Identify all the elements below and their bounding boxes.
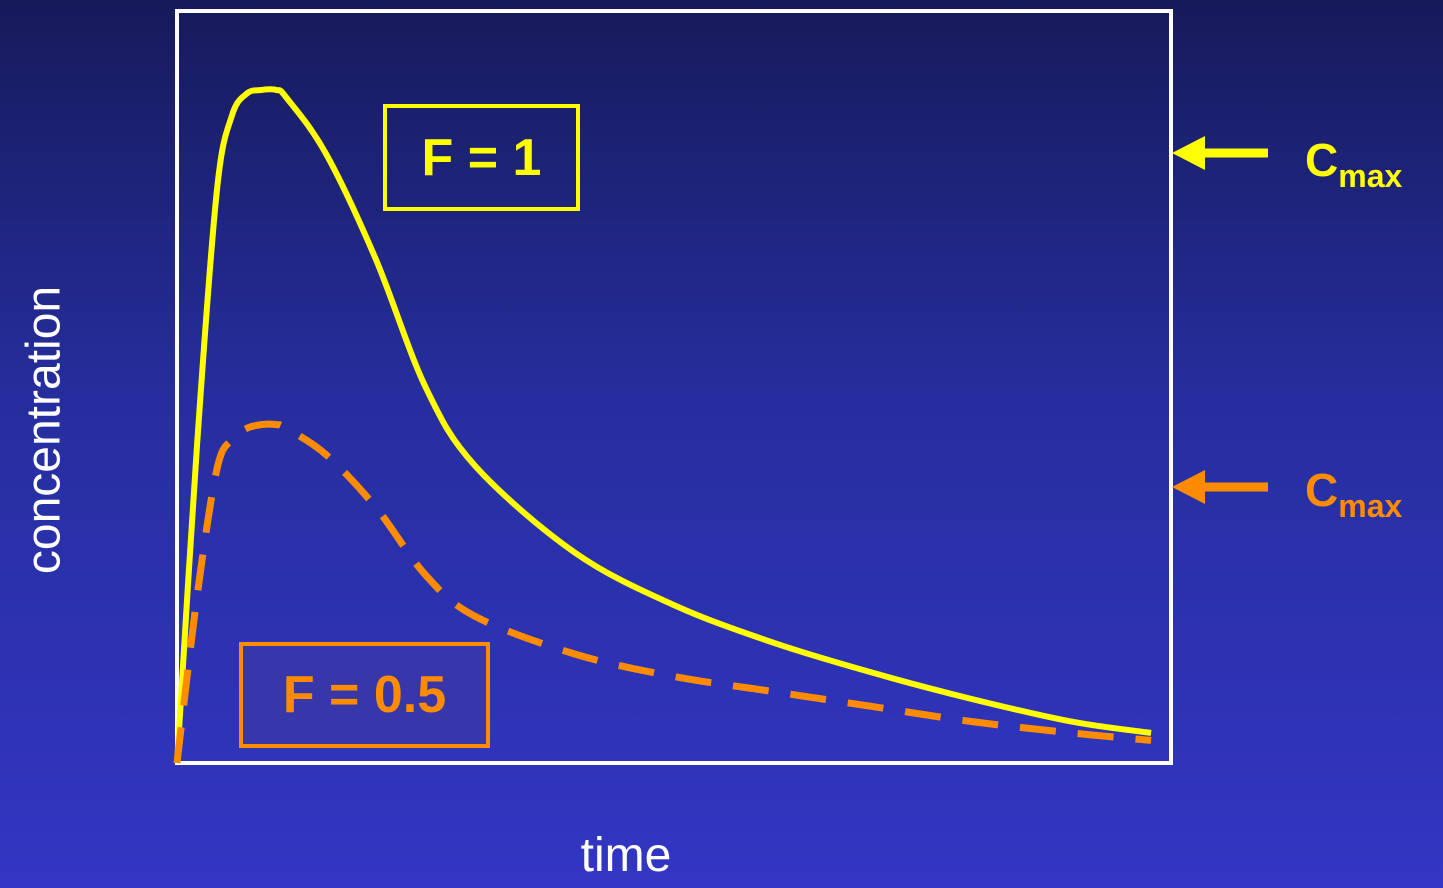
legend-f05-box: F = 0.5 [239,642,490,748]
cmax-f05-main: C [1305,464,1339,516]
legend-f05-label: F = 0.5 [282,666,447,724]
cmax-arrow-f05 [1172,470,1268,504]
cmax-label-f05: Cmax [1305,464,1402,522]
cmax-label-f1: Cmax [1305,134,1402,192]
series-layer [173,86,1152,764]
cmax-f1-sub: max [1338,158,1403,195]
cmax-f1-main: C [1305,134,1339,186]
cmax-f05-sub: max [1338,488,1403,525]
legend-f1-label: F = 1 [421,128,542,187]
series-line-f1 [174,86,1152,764]
plot-frame [175,9,1173,765]
y-axis-label: concentration [17,285,71,575]
series-line-f05 [173,420,1152,764]
cmax-arrow-f1 [1172,136,1268,170]
x-axis-label: time [580,829,672,882]
legend-f1-box: F = 1 [383,104,580,211]
